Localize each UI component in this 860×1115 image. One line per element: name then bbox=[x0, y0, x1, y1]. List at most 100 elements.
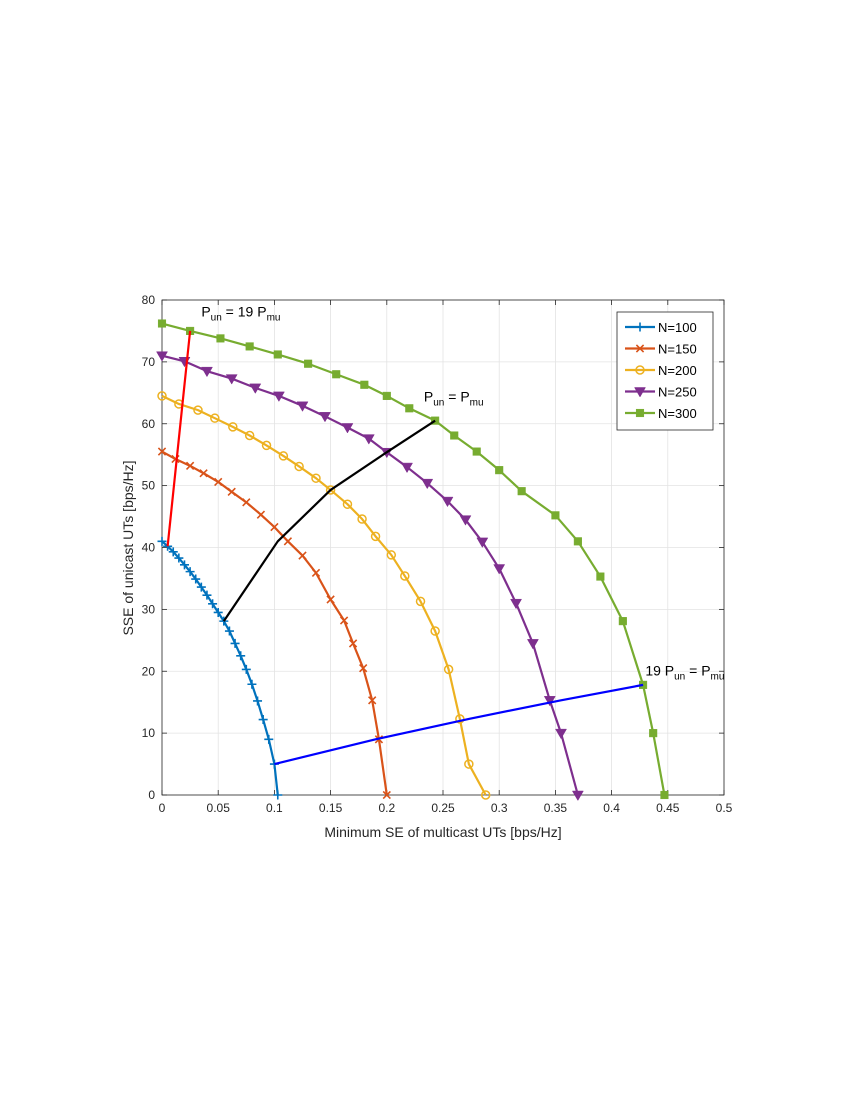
data-point bbox=[199, 469, 208, 478]
data-point bbox=[551, 511, 560, 520]
data-point bbox=[264, 734, 274, 744]
data-point bbox=[261, 440, 272, 451]
data-point bbox=[325, 485, 336, 495]
data-point bbox=[216, 334, 225, 343]
data-point bbox=[258, 715, 268, 725]
annotation-text: P bbox=[424, 388, 433, 404]
y-tick-label: 30 bbox=[142, 602, 156, 616]
data-point bbox=[555, 728, 567, 740]
data-point bbox=[635, 408, 645, 418]
data-point bbox=[362, 434, 375, 445]
data-point bbox=[273, 790, 283, 800]
data-point bbox=[339, 616, 349, 625]
legend: N=100 N=150 N=200 N=250 N=300 bbox=[616, 311, 714, 431]
legend-entry: N=100 bbox=[625, 320, 697, 335]
data-point bbox=[368, 696, 377, 705]
y-tick-label: 70 bbox=[142, 355, 156, 369]
data-point bbox=[635, 344, 645, 353]
data-point bbox=[168, 547, 178, 557]
y-tick-label: 20 bbox=[142, 664, 156, 678]
data-point bbox=[370, 531, 381, 542]
y-ticks: 0 10 20 30 40 50 60 70 80 bbox=[142, 293, 724, 802]
data-point bbox=[360, 380, 369, 389]
x-tick-label: 0.5 bbox=[716, 801, 733, 815]
series-line bbox=[161, 394, 487, 796]
extra-lines bbox=[166, 330, 644, 766]
data-point bbox=[386, 550, 397, 560]
data-point bbox=[224, 626, 234, 636]
data-point bbox=[341, 423, 354, 434]
data-point bbox=[596, 572, 605, 581]
data-point bbox=[635, 322, 645, 332]
data-point bbox=[476, 537, 489, 548]
series-group bbox=[156, 319, 669, 801]
y-tick-label: 80 bbox=[142, 293, 156, 307]
data-point bbox=[421, 478, 434, 490]
data-point bbox=[450, 431, 459, 440]
data-point bbox=[227, 487, 236, 496]
annotation-text: P bbox=[201, 304, 210, 320]
data-point bbox=[304, 359, 313, 368]
data-point bbox=[405, 404, 414, 413]
series-3 bbox=[157, 391, 491, 800]
y-axis-label: SSE of unicast UTs [bps/Hz] bbox=[120, 460, 136, 635]
data-point bbox=[357, 514, 367, 524]
data-point bbox=[225, 374, 238, 385]
data-point bbox=[244, 430, 255, 441]
data-point bbox=[660, 790, 669, 800]
data-point bbox=[228, 422, 238, 432]
legend-entry: N=300 bbox=[625, 406, 697, 421]
data-point bbox=[157, 391, 167, 401]
data-point bbox=[332, 370, 341, 379]
data-point bbox=[382, 790, 391, 800]
legend-entry: N=250 bbox=[625, 385, 697, 400]
x-tick-label: 0.2 bbox=[378, 801, 395, 815]
data-point bbox=[208, 599, 218, 609]
annotation-text: = 19 P bbox=[222, 304, 267, 320]
data-point bbox=[253, 696, 263, 706]
data-point bbox=[472, 447, 481, 456]
data-point bbox=[517, 487, 526, 496]
data-point bbox=[245, 342, 254, 351]
data-point bbox=[241, 664, 251, 674]
data-point bbox=[201, 366, 213, 378]
data-point bbox=[480, 790, 491, 800]
annotation-red: Pun = 19 Pmu bbox=[201, 304, 280, 324]
data-point bbox=[618, 617, 627, 626]
data-point bbox=[157, 319, 167, 328]
annotation-text: = P bbox=[444, 388, 469, 404]
data-point bbox=[526, 639, 539, 650]
data-point bbox=[459, 515, 472, 526]
data-point bbox=[249, 383, 262, 394]
data-point bbox=[326, 595, 335, 604]
data-point bbox=[157, 536, 167, 546]
data-point bbox=[464, 759, 474, 769]
annotation-subscript: un bbox=[433, 397, 444, 408]
extra-line-2 bbox=[222, 419, 436, 622]
extra-line-1 bbox=[166, 330, 192, 547]
x-tick-label: 0.1 bbox=[266, 801, 283, 815]
data-point bbox=[493, 564, 506, 575]
legend-label: N=100 bbox=[658, 320, 697, 335]
data-point bbox=[495, 466, 504, 475]
data-point bbox=[156, 351, 168, 362]
legend-label: N=200 bbox=[658, 363, 697, 378]
series-line bbox=[161, 322, 666, 796]
data-point bbox=[400, 571, 410, 581]
data-point bbox=[193, 405, 203, 415]
data-point bbox=[573, 537, 582, 546]
y-tick-label: 50 bbox=[142, 479, 156, 493]
x-tick-label: 0.3 bbox=[491, 801, 508, 815]
x-axis-label: Minimum SE of multicast UTs [bps/Hz] bbox=[324, 824, 561, 840]
data-point bbox=[294, 461, 304, 472]
data-point bbox=[202, 590, 212, 600]
data-point bbox=[185, 567, 195, 577]
legend-entry: N=200 bbox=[625, 363, 697, 378]
data-point bbox=[278, 451, 289, 461]
data-point bbox=[230, 638, 240, 648]
data-point bbox=[236, 651, 246, 661]
extra-line-3 bbox=[274, 683, 644, 766]
data-point bbox=[441, 496, 454, 508]
data-point bbox=[174, 553, 184, 563]
data-point bbox=[213, 607, 223, 617]
